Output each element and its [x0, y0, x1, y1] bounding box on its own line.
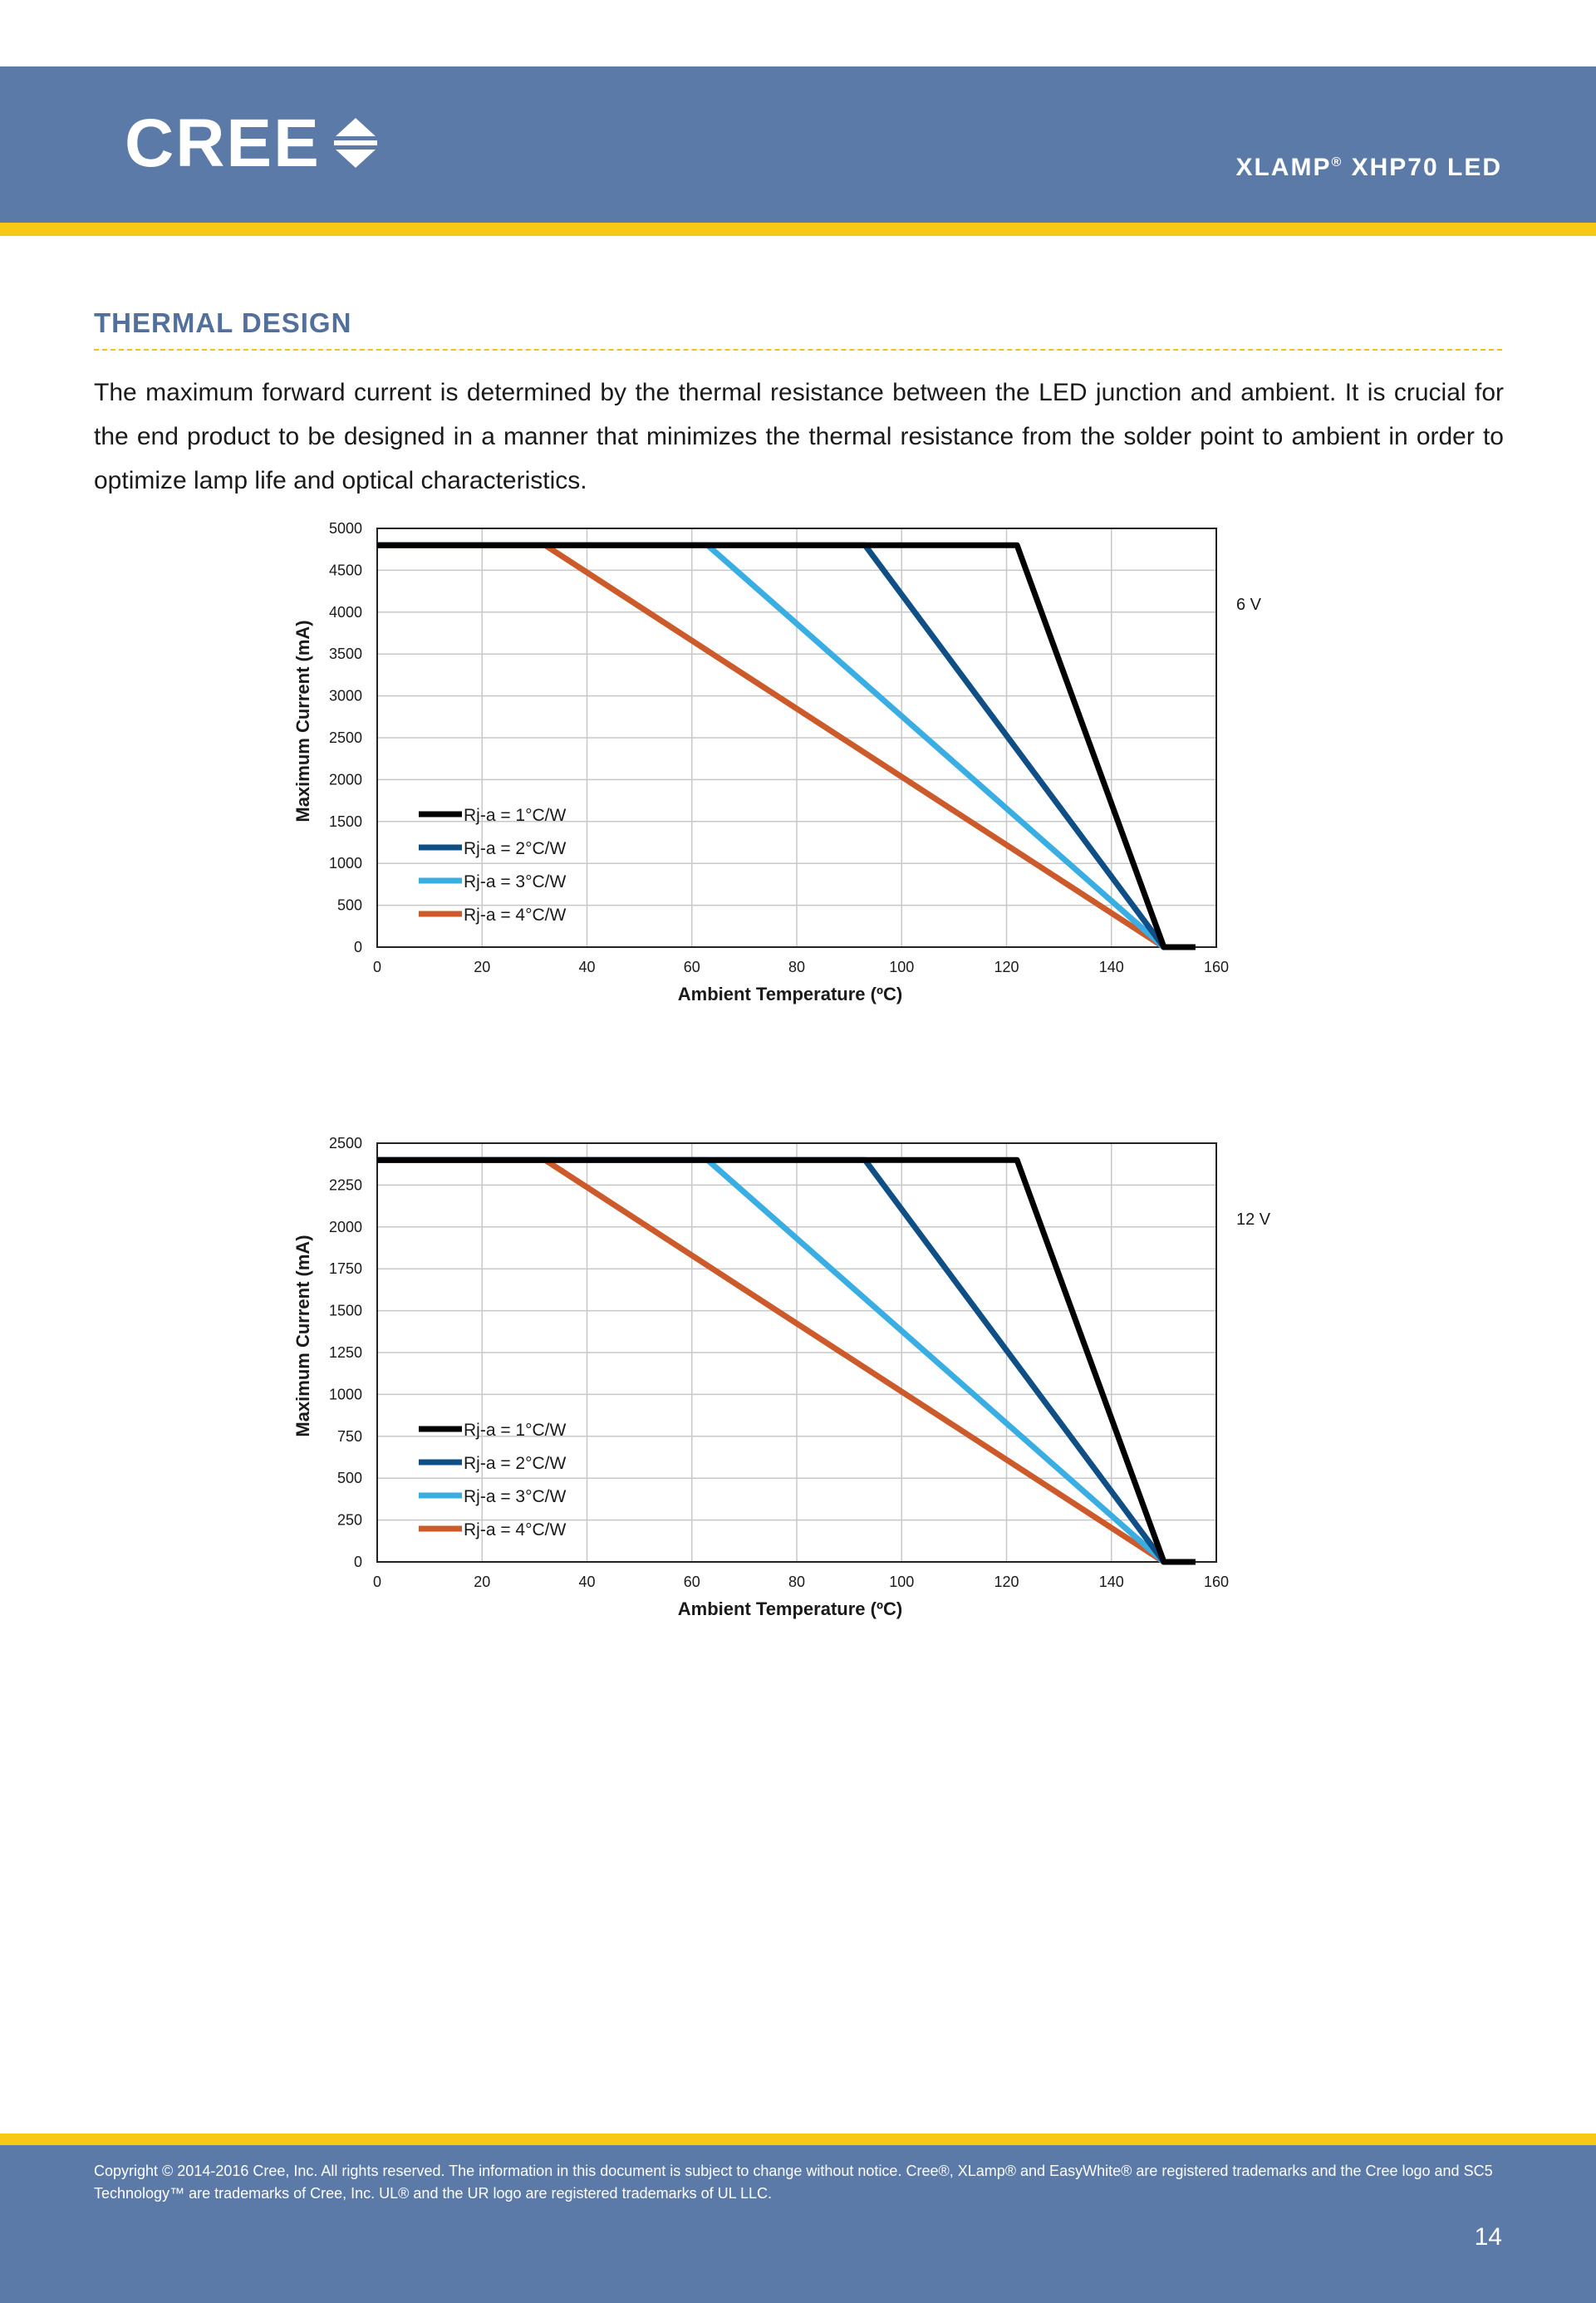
chart-1-x-tick-label: 100	[889, 1574, 914, 1590]
chart-1-y-tick-label: 2250	[329, 1176, 362, 1193]
chart-0-x-tick-label: 120	[994, 959, 1019, 975]
chart-1-x-tick-label: 140	[1099, 1574, 1124, 1590]
chart-0-y-tick-label: 4000	[329, 604, 362, 621]
chart-0-x-tick-label: 40	[578, 959, 595, 975]
chart-1-y-tick-label: 2000	[329, 1219, 362, 1235]
chart-1-x-axis-label: Ambient Temperature (ºC)	[678, 1598, 902, 1619]
header-bar	[0, 66, 1596, 223]
chart-0-legend-label: Rj-a = 2°C/W	[464, 839, 567, 858]
chart-0-x-tick-label: 140	[1099, 959, 1124, 975]
chart-1-x-tick-label: 60	[684, 1574, 700, 1590]
chart-1-series-line-1	[377, 1156, 1196, 1565]
intro-paragraph: The maximum forward current is determine…	[94, 379, 1504, 494]
copyright-notice: Copyright © 2014-2016 Cree, Inc. All rig…	[94, 2163, 1493, 2202]
chart-1-y-tick-label: 1250	[329, 1344, 362, 1361]
chart-1-x-tick-label: 80	[788, 1574, 805, 1590]
footer-bar	[0, 2145, 1596, 2303]
chart-1-x-tick-label: 160	[1204, 1574, 1229, 1590]
product-title: XLAMP® XHP70 LED	[1235, 154, 1502, 182]
chart-0-y-axis-label: Maximum Current (mA)	[292, 620, 313, 822]
chart-0-y-tick-label: 0	[354, 939, 362, 955]
chart-1-y-tick-label: 750	[337, 1428, 362, 1445]
chart-0-plot-frame	[376, 528, 1217, 948]
chart-0-x-tick-label: 160	[1204, 959, 1229, 975]
chart-0-voltage-label: 6 V	[1236, 596, 1262, 614]
chart-1-y-tick-label: 1500	[329, 1303, 362, 1319]
chart-1-legend-label: Rj-a = 4°C/W	[464, 1520, 567, 1539]
chart-0-x-tick-label: 20	[474, 959, 490, 975]
registered-mark: ®	[1331, 155, 1343, 169]
chart-1-x-tick-label: 0	[373, 1574, 381, 1590]
chart-0-y-tick-label: 3500	[329, 646, 362, 662]
header-accent-stripe	[0, 223, 1596, 236]
chart-0-y-tick-label: 2500	[329, 729, 362, 746]
chart-0-y-tick-label: 2000	[329, 771, 362, 788]
chart-1-voltage-label: 12 V	[1236, 1210, 1271, 1229]
chart-1-y-tick-label: 2500	[329, 1135, 362, 1152]
chart-1-x-tick-label: 40	[578, 1574, 595, 1590]
chart-1-y-tick-label: 0	[354, 1554, 362, 1570]
chart-6v: 0 20 40 60 80 100 120 140 160 0 500 1000 1500 2000 250…	[292, 520, 1262, 1004]
chart-1-y-tick-label: 1000	[329, 1386, 362, 1402]
page-number: 14	[1474, 2223, 1502, 2251]
chart-0-series-line-1	[377, 542, 1196, 950]
chart-12v: 0 20 40 60 80 100 120 140 160 0 250 500 750 1000 1250 1…	[292, 1135, 1271, 1619]
product-model: XHP70 LED	[1351, 154, 1502, 181]
footer-accent-stripe	[0, 2134, 1596, 2145]
chart-0-legend-label: Rj-a = 3°C/W	[464, 872, 567, 891]
chart-0-y-tick-label: 4500	[329, 562, 362, 578]
chart-0-legend-label: Rj-a = 1°C/W	[464, 806, 567, 825]
chart-1-legend-label: Rj-a = 1°C/W	[464, 1421, 567, 1440]
chart-1-x-tick-label: 120	[994, 1574, 1019, 1590]
chart-1-y-tick-label: 1750	[329, 1260, 362, 1277]
chart-0-x-axis-label: Ambient Temperature (ºC)	[678, 984, 902, 1004]
logo-text: CREE	[125, 106, 321, 181]
chart-1-plot-frame	[376, 1142, 1217, 1563]
chart-0-x-tick-label: 100	[889, 959, 914, 975]
chart-0-y-tick-label: 3000	[329, 688, 362, 705]
chart-0-x-tick-label: 80	[788, 959, 805, 975]
chart-0-x-tick-label: 60	[684, 959, 700, 975]
chart-1-x-tick-label: 20	[474, 1574, 490, 1590]
logo-arrows-icon	[333, 118, 377, 168]
chart-0-x-tick-label: 0	[373, 959, 381, 975]
section-divider	[94, 349, 1502, 351]
cree-logo: CREE	[125, 110, 379, 178]
chart-0-y-tick-label: 500	[337, 897, 362, 914]
chart-1-legend-label: Rj-a = 2°C/W	[464, 1454, 567, 1473]
chart-1-y-axis-label: Maximum Current (mA)	[292, 1235, 313, 1436]
chart-0-y-tick-label: 1500	[329, 813, 362, 830]
chart-0-y-tick-label: 1000	[329, 855, 362, 872]
product-name: XLAMP	[1235, 154, 1332, 181]
chart-1-legend-label: Rj-a = 3°C/W	[464, 1487, 567, 1506]
section-title: THERMAL DESIGN	[94, 307, 352, 338]
chart-0-legend-label: Rj-a = 4°C/W	[464, 906, 567, 925]
chart-1-y-tick-label: 250	[337, 1512, 362, 1529]
chart-1-y-tick-label: 500	[337, 1470, 362, 1486]
chart-0-y-tick-label: 5000	[329, 520, 362, 537]
